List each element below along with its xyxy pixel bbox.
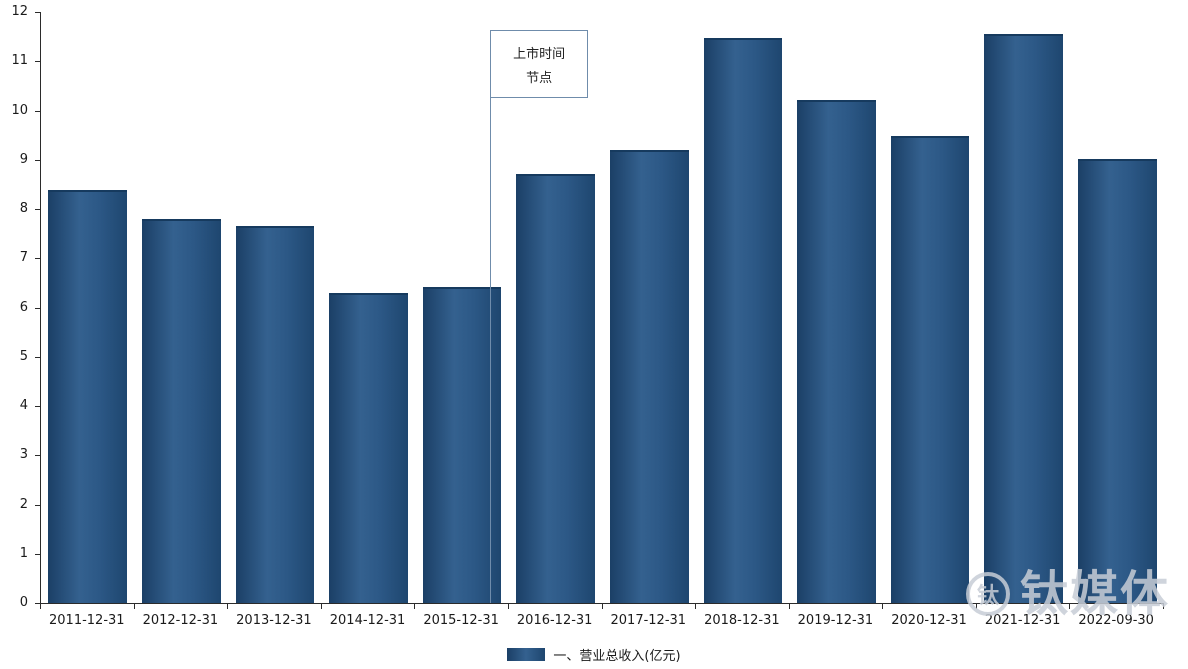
x-tick xyxy=(1163,604,1164,609)
annotation-box: 上市时间 节点 xyxy=(490,30,589,98)
x-tick xyxy=(788,604,790,609)
annotation-text-line2: 节点 xyxy=(526,70,553,86)
x-tick-label: 2018-12-31 xyxy=(704,613,780,628)
y-tick xyxy=(35,455,40,457)
y-tick-label: 12 xyxy=(11,4,28,19)
legend-swatch-icon xyxy=(507,648,546,661)
legend-label: 一、营业总收入(亿元) xyxy=(553,649,681,664)
y-tick xyxy=(35,209,40,210)
y-tick-label: 3 xyxy=(19,447,28,463)
bar-2011-12-31[interactable] xyxy=(48,190,128,603)
y-tick xyxy=(35,12,40,13)
x-tick xyxy=(975,604,977,609)
bar-2015-12-31[interactable] xyxy=(422,286,502,603)
y-tick xyxy=(35,406,40,407)
x-tick xyxy=(227,604,229,609)
x-tick xyxy=(133,604,135,609)
annotation-line xyxy=(490,30,492,603)
x-tick-label: 2017-12-31 xyxy=(610,613,687,628)
x-tick-label: 2021-12-31 xyxy=(984,613,1061,628)
y-tick-label: 8 xyxy=(19,201,28,216)
y-tick xyxy=(35,307,40,309)
y-tick-label: 1 xyxy=(19,545,28,561)
x-tick-label: 2014-12-31 xyxy=(329,613,406,628)
x-tick-label: 2019-12-31 xyxy=(797,613,874,628)
y-tick-label: 7 xyxy=(19,250,28,266)
y-tick-label: 4 xyxy=(19,398,28,413)
x-tick xyxy=(414,604,416,609)
bar-2022-09-30[interactable] xyxy=(1077,158,1157,603)
x-tick-label: 2015-12-31 xyxy=(423,613,499,628)
x-tick xyxy=(40,604,41,609)
y-tick xyxy=(35,258,40,260)
bar-2014-12-31[interactable] xyxy=(329,292,408,603)
y-tick-label: 9 xyxy=(19,151,28,167)
y-tick xyxy=(35,603,40,604)
y-tick-label: 5 xyxy=(19,348,28,364)
y-tick-label: 6 xyxy=(19,299,28,315)
x-tick-label: 2016-12-31 xyxy=(516,613,593,628)
y-tick-label: 10 xyxy=(11,102,28,118)
y-tick xyxy=(35,110,40,112)
x-tick xyxy=(882,604,884,609)
x-axis: 2011-12-31 2012-12-31 2013-12-31 2014-12-31… xyxy=(40,604,1164,638)
legend: 一、营业总收入(亿元) xyxy=(0,645,1188,664)
bar-2013-12-31[interactable] xyxy=(235,226,315,603)
y-tick xyxy=(35,61,40,63)
y-tick-label: 11 xyxy=(11,53,28,69)
y-tick xyxy=(35,356,40,358)
x-tick-label: 2011-12-31 xyxy=(49,613,125,628)
y-tick xyxy=(35,553,40,555)
bar-2021-12-31[interactable] xyxy=(984,34,1063,603)
y-tick-label: 0 xyxy=(19,595,28,610)
y-axis: 0 1 2 3 4 5 6 7 8 9 10 11 12 xyxy=(0,4,40,610)
x-tick xyxy=(695,604,697,609)
x-tick xyxy=(601,604,603,609)
bar-2018-12-31[interactable] xyxy=(703,38,783,603)
x-tick xyxy=(1069,604,1071,609)
bar-2017-12-31[interactable] xyxy=(609,149,689,603)
y-tick-label: 2 xyxy=(19,496,28,512)
plot-area: 上市时间 节点 xyxy=(40,12,1164,604)
annotation-text-line1: 上市时间 xyxy=(513,46,566,62)
x-tick-label: 2020-12-31 xyxy=(891,613,967,628)
y-tick xyxy=(35,159,40,161)
x-tick xyxy=(507,604,509,609)
bar-2019-12-31[interactable] xyxy=(797,99,876,603)
bar-2016-12-31[interactable] xyxy=(516,173,595,603)
y-tick xyxy=(35,504,40,506)
x-tick xyxy=(320,604,322,609)
x-tick-label: 2012-12-31 xyxy=(142,613,219,628)
bar-2012-12-31[interactable] xyxy=(142,218,221,603)
legend-item-revenue[interactable]: 一、营业总收入(亿元) xyxy=(507,645,681,664)
x-tick-label: 2013-12-31 xyxy=(236,613,312,628)
bar-2020-12-31[interactable] xyxy=(890,136,970,603)
x-tick-label: 2022-09-30 xyxy=(1078,613,1154,628)
